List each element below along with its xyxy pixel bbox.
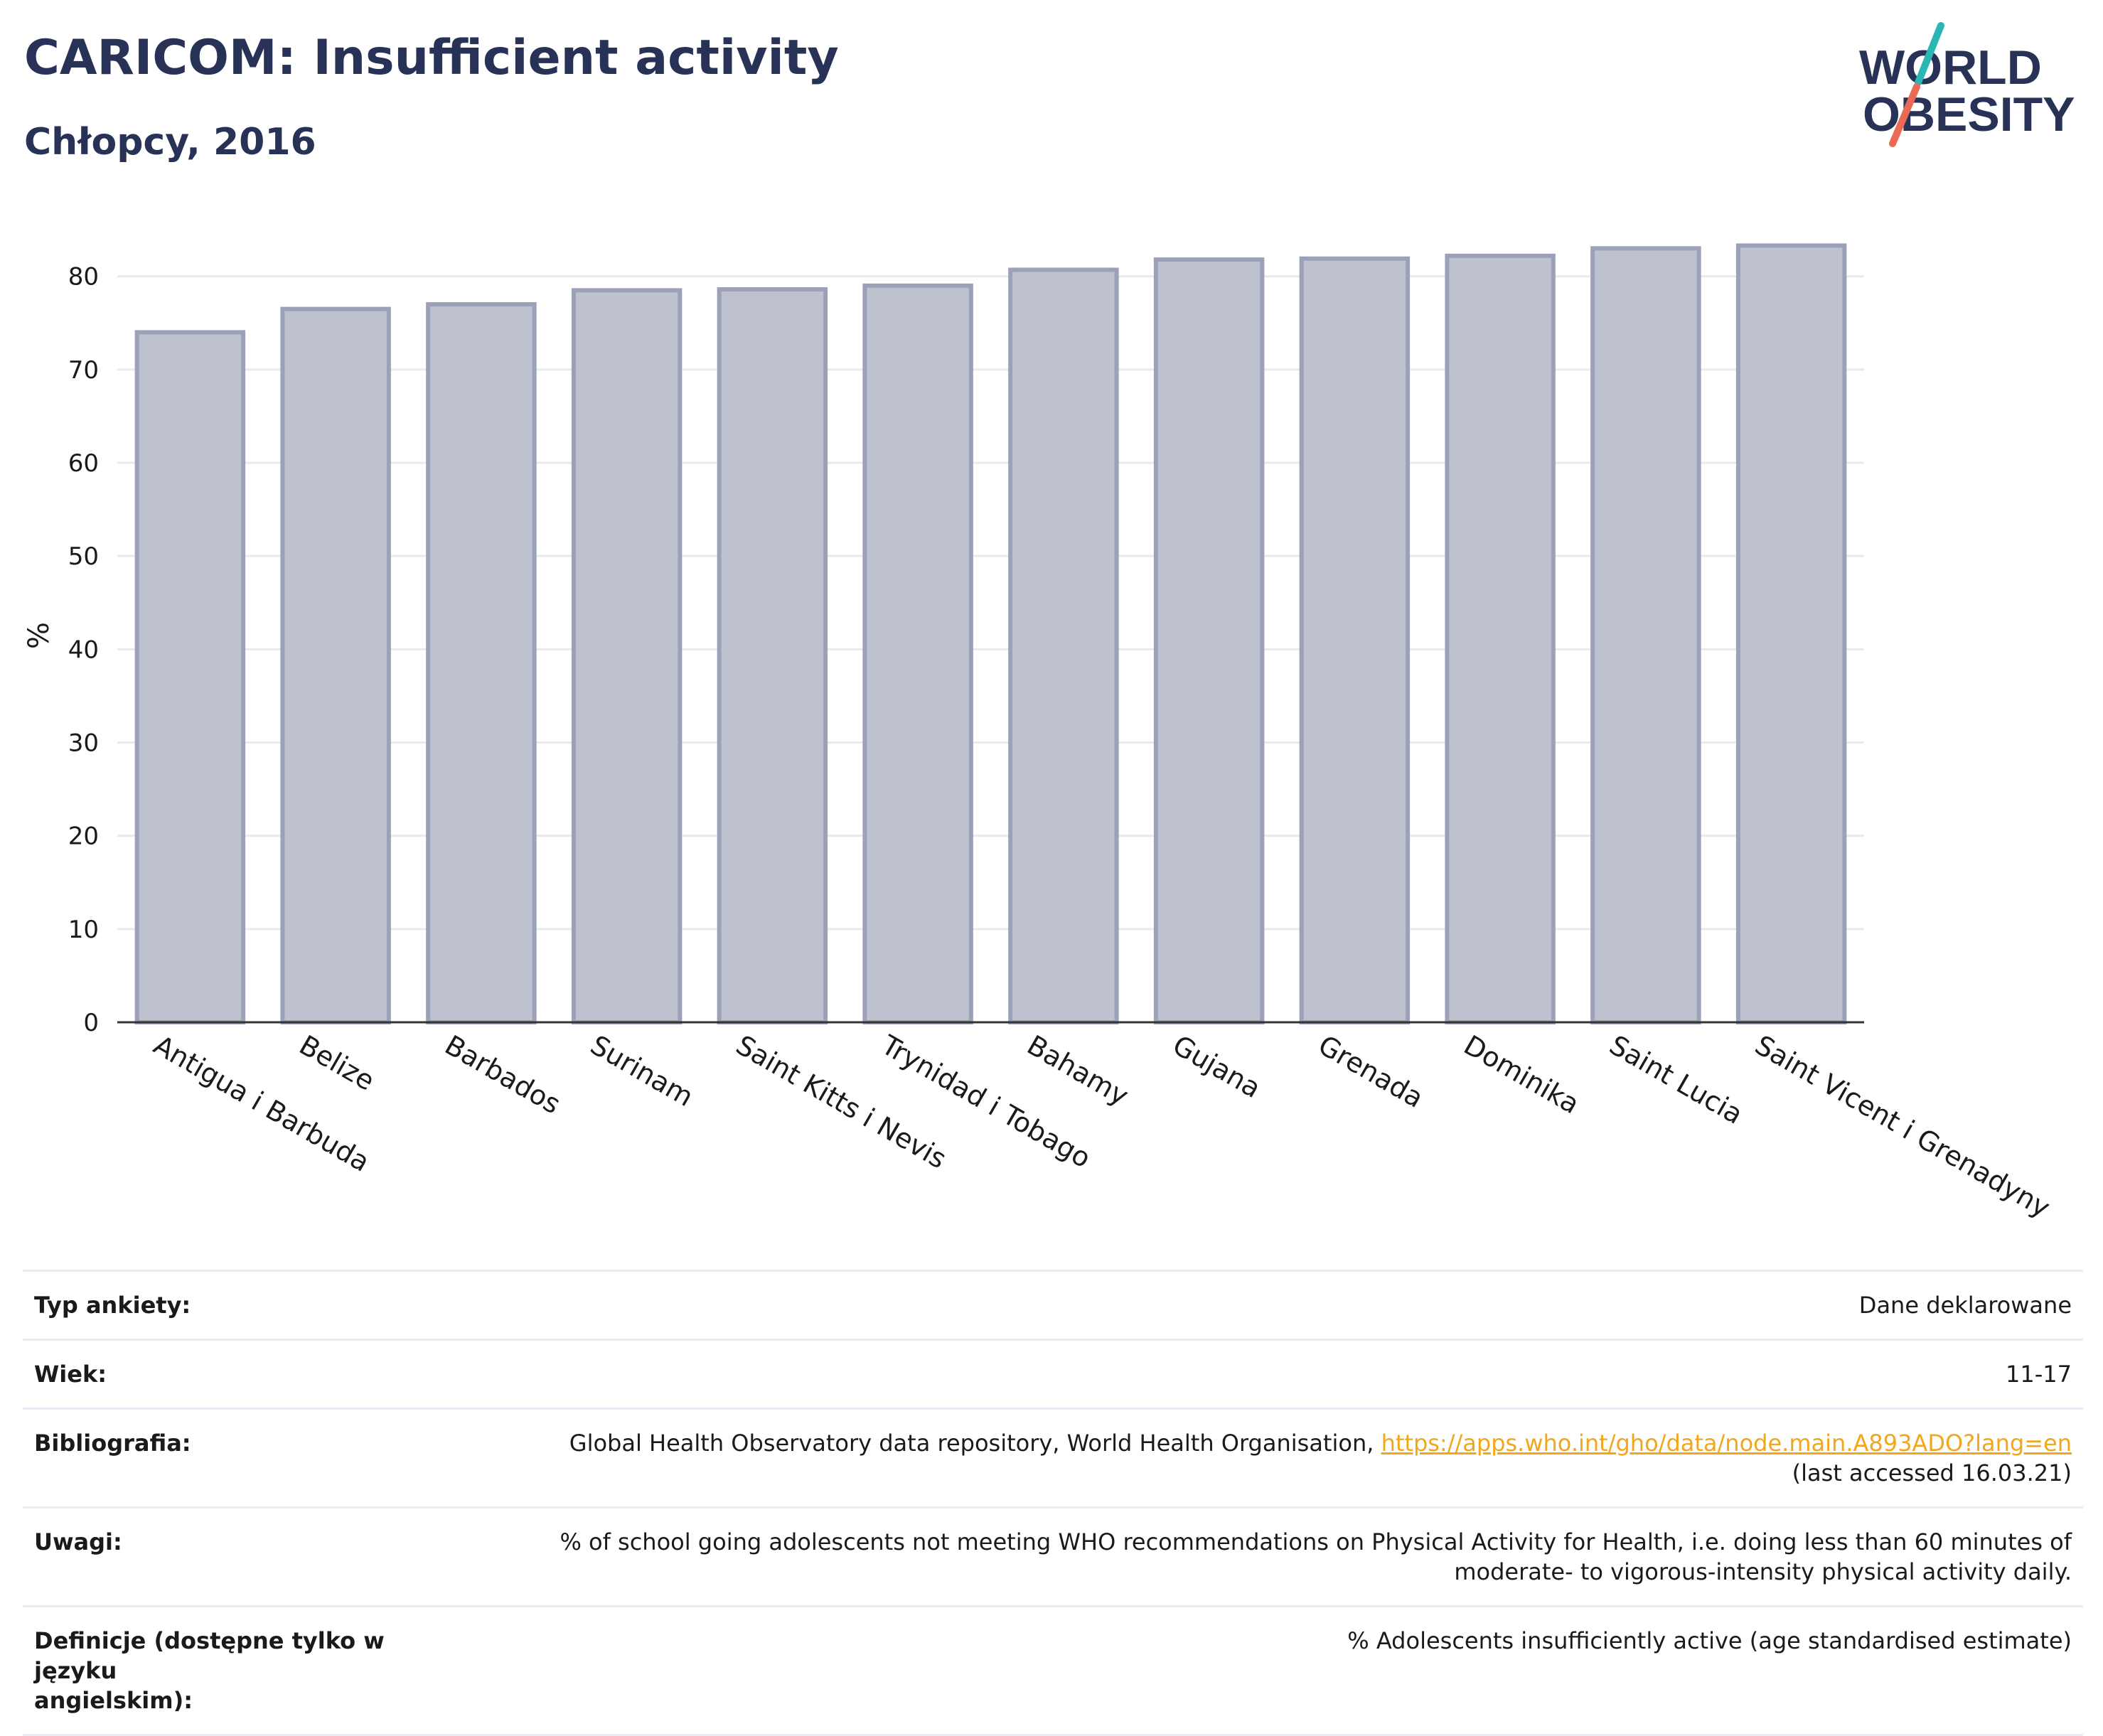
chart-subtitle: Chłopcy, 2016 [24, 121, 316, 164]
info-row-survey-type: Typ ankiety: Dane deklarowane [23, 1270, 2083, 1340]
y-tick-label: 10 [68, 916, 99, 944]
x-tick-label: Dominika [1459, 1029, 1585, 1120]
bibliography-accessed: (last accessed 16.03.21) [1792, 1459, 2072, 1486]
definitions-label-line-2: angielskim): [34, 1687, 193, 1714]
bar [1590, 246, 1701, 1024]
y-tick-label: 60 [68, 449, 99, 478]
notes-line-1: % of school going adolescents not meetin… [560, 1528, 2072, 1555]
grid-lines [117, 275, 1864, 931]
info-value: 11-17 [461, 1339, 2083, 1409]
info-label: Uwagi: [23, 1506, 461, 1607]
bar [717, 287, 828, 1025]
chart-title: CARICOM: Insufficient activity [24, 30, 839, 86]
info-value: Global Health Observatory data repositor… [461, 1408, 2083, 1508]
x-tick-label: Gujana [1167, 1029, 1266, 1104]
bars [134, 243, 1847, 1025]
info-label: Wiek: [23, 1339, 461, 1409]
info-label: Definicje (dostępne tylko w języku angie… [23, 1605, 461, 1736]
bibliography-text: Global Health Observatory data repositor… [569, 1430, 1381, 1457]
info-row-definitions: Definicje (dostępne tylko w języku angie… [23, 1605, 2083, 1736]
info-row-bibliography: Bibliografia: Global Health Observatory … [23, 1408, 2083, 1508]
notes-line-2: moderate- to vigorous-intensity physical… [1454, 1558, 2072, 1585]
y-tick-label: 40 [68, 636, 99, 664]
logo-slash-top [1915, 22, 1944, 86]
info-label: Bibliografia: [23, 1408, 461, 1508]
info-table: Typ ankiety: Dane deklarowane Wiek: 11-1… [23, 1270, 2083, 1736]
definitions-label-line-1: Definicje (dostępne tylko w języku [34, 1627, 385, 1684]
info-row-notes: Uwagi: % of school going adolescents not… [23, 1506, 2083, 1607]
bar [571, 288, 683, 1025]
bar [1153, 257, 1265, 1024]
bar [426, 302, 537, 1024]
y-tick-label: 50 [68, 542, 99, 571]
logo-text-world: WORLD [1859, 41, 2042, 95]
info-row-age: Wiek: 11-17 [23, 1339, 2083, 1409]
bar [1299, 256, 1411, 1024]
y-tick-label: 20 [68, 823, 99, 851]
world-obesity-logo: WORLD OBESITY [1859, 22, 2075, 147]
x-tick-label: Belize [294, 1029, 380, 1097]
info-value: % of school going adolescents not meetin… [461, 1506, 2083, 1607]
x-tick-label: Saint Lucia [1604, 1029, 1748, 1130]
bar [862, 283, 973, 1024]
info-label: Typ ankiety: [23, 1270, 461, 1340]
x-tick-label: Grenada [1313, 1029, 1429, 1114]
y-tick-label: 70 [68, 356, 99, 385]
x-tick-label: Surinam [585, 1029, 699, 1113]
y-tick-label: 30 [68, 729, 99, 758]
bibliography-link[interactable]: https://apps.who.int/gho/data/node.main.… [1381, 1430, 2072, 1457]
x-tick-label: Saint Vicent i Grenadyny [1750, 1029, 2055, 1224]
bar [134, 330, 246, 1025]
y-axis-ticks: 0 10 20 30 40 50 60 70 80 [68, 263, 99, 1037]
bar [1735, 243, 1847, 1024]
y-tick-label: 0 [83, 1009, 99, 1037]
bar [1008, 267, 1119, 1025]
y-axis-label: % [23, 622, 55, 649]
y-tick-label: 80 [68, 263, 99, 291]
logo-slash-bottom [1889, 83, 1920, 147]
bar [1445, 253, 1556, 1024]
x-tick-label: Barbados [439, 1029, 566, 1120]
x-tick-label: Bahamy [1022, 1029, 1133, 1112]
info-value: % Adolescents insufficiently active (age… [461, 1605, 2083, 1736]
info-value: Dane deklarowane [461, 1270, 2083, 1340]
bar [280, 306, 391, 1024]
